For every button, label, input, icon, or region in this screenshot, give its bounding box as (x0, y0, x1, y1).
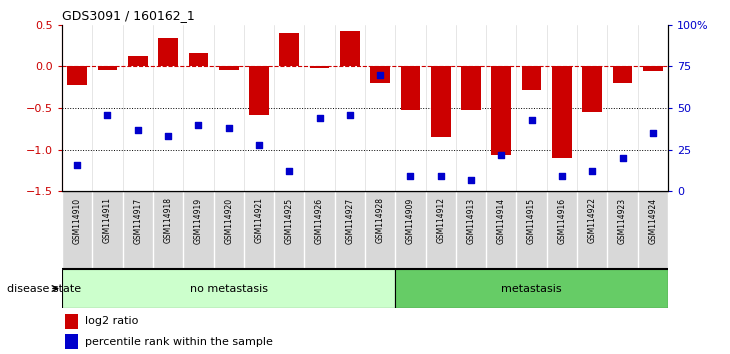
Bar (643, 66, 663, 70)
Text: GSM114925: GSM114925 (285, 198, 293, 244)
Bar (431, 66, 450, 137)
Point (132, 127, 144, 132)
Point (253, 142, 265, 147)
Bar (67, 66, 87, 85)
Text: GSM114922: GSM114922 (588, 198, 596, 244)
Text: GSM114911: GSM114911 (103, 198, 112, 244)
Bar (280, 33, 299, 66)
Text: GSM114921: GSM114921 (255, 198, 264, 244)
Point (101, 112, 113, 118)
Point (283, 169, 295, 174)
Point (193, 122, 204, 127)
Bar (310, 66, 329, 68)
Point (374, 72, 386, 78)
Bar (98, 66, 118, 70)
Text: percentile rank within the sample: percentile rank within the sample (85, 337, 273, 347)
Bar (340, 32, 360, 66)
Bar (396, 269, 668, 308)
Text: disease state: disease state (7, 284, 82, 293)
Text: GDS3091 / 160162_1: GDS3091 / 160162_1 (62, 9, 195, 22)
Bar (188, 53, 208, 66)
Text: GSM114927: GSM114927 (345, 198, 354, 244)
Point (465, 177, 477, 182)
Bar (219, 66, 239, 70)
Bar (128, 56, 147, 66)
Point (435, 173, 447, 179)
Bar (552, 66, 572, 158)
Bar (491, 66, 511, 155)
Text: GSM114920: GSM114920 (224, 198, 233, 244)
Text: GSM114909: GSM114909 (406, 198, 415, 244)
Point (496, 152, 507, 158)
Bar (370, 66, 390, 83)
Text: metastasis: metastasis (502, 284, 562, 293)
Text: GSM114914: GSM114914 (497, 198, 506, 244)
Bar (612, 66, 632, 83)
Text: GSM114917: GSM114917 (134, 198, 142, 244)
Text: GSM114916: GSM114916 (558, 198, 566, 244)
Bar (461, 66, 481, 110)
Text: GSM114915: GSM114915 (527, 198, 536, 244)
Text: GSM114910: GSM114910 (73, 198, 82, 244)
Text: GSM114924: GSM114924 (648, 198, 657, 244)
Text: GSM114912: GSM114912 (437, 198, 445, 244)
Text: log2 ratio: log2 ratio (85, 316, 139, 326)
Point (72, 162, 83, 167)
Point (526, 117, 537, 122)
Text: GSM114919: GSM114919 (194, 198, 203, 244)
Point (586, 169, 598, 174)
Text: GSM114918: GSM114918 (164, 198, 172, 244)
Point (314, 115, 326, 121)
Bar (583, 66, 602, 112)
Bar (65, 334, 78, 349)
Point (344, 112, 356, 118)
Bar (62, 269, 396, 308)
Bar (158, 38, 178, 66)
Bar (522, 66, 542, 90)
Text: GSM114926: GSM114926 (315, 198, 324, 244)
Point (617, 155, 629, 161)
Text: GSM114923: GSM114923 (618, 198, 627, 244)
Point (162, 133, 174, 139)
Bar (65, 314, 78, 329)
Point (647, 130, 658, 136)
Point (223, 125, 234, 131)
Text: no metastasis: no metastasis (190, 284, 268, 293)
Bar (249, 66, 269, 115)
Point (556, 173, 568, 179)
Text: GSM114913: GSM114913 (466, 198, 475, 244)
Bar (401, 66, 420, 110)
Text: GSM114928: GSM114928 (376, 198, 385, 244)
Point (404, 173, 416, 179)
